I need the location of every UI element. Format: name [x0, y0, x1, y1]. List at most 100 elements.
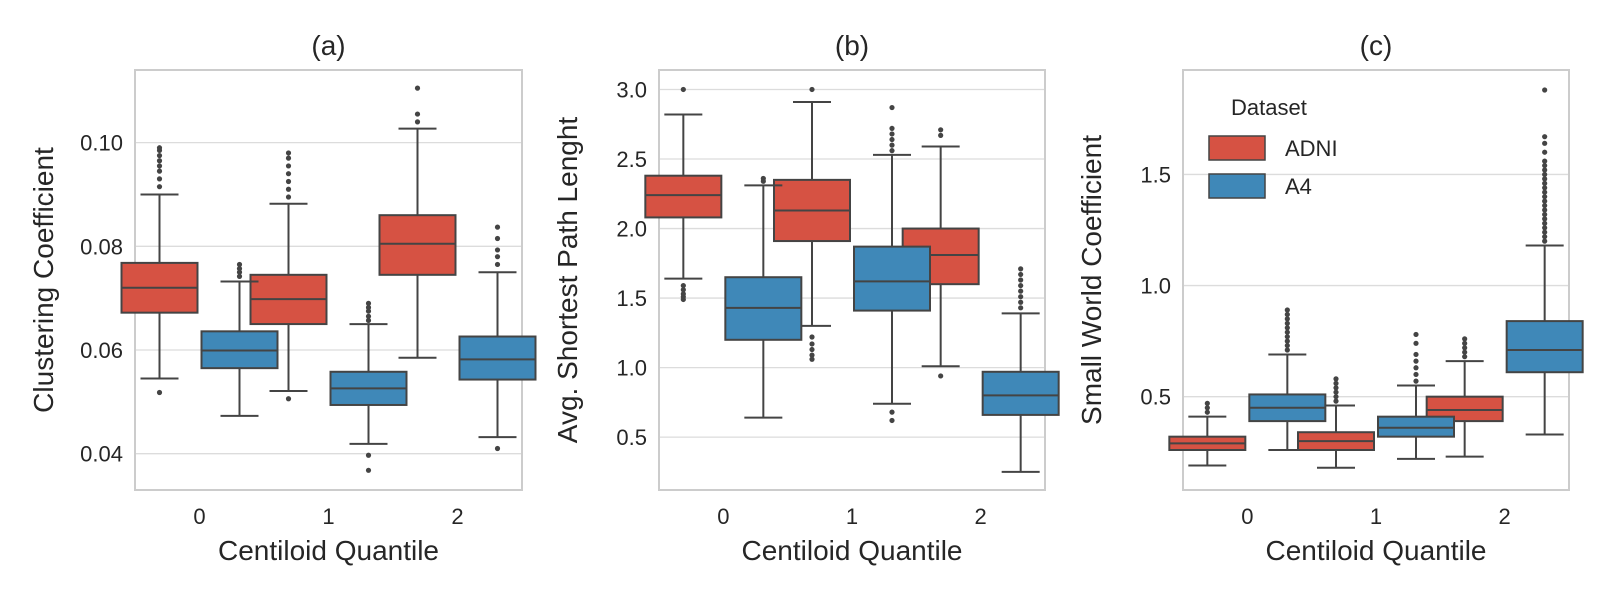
- outlier-point: [1333, 380, 1339, 386]
- outlier-point: [1018, 277, 1024, 283]
- outlier-point: [156, 158, 163, 164]
- outlier-point: [1413, 365, 1419, 371]
- chart-panel-2: 0.5 1.0 1.5 2.0 2.5 3.0 0 1 2 (b) Centiloid Quanti…: [552, 30, 1060, 566]
- outlier-point: [1284, 342, 1290, 349]
- outlier-point: [156, 168, 163, 174]
- outlier-point: [414, 111, 421, 117]
- chart-title: (b): [835, 30, 869, 61]
- outlier-point: [1542, 158, 1548, 164]
- outlier-point: [1413, 340, 1419, 346]
- box-a4-1: [853, 104, 931, 424]
- outlier-point: [1204, 400, 1210, 406]
- y-axis-label: Small World Coefficient: [1076, 135, 1107, 425]
- chart-panel-1: 0.04 0.06 0.08 0.10 0 1 2 (a) Centiloid Quantile…: [28, 30, 537, 566]
- box-adni-1: [1297, 376, 1375, 469]
- x-tick-label: 1: [1370, 504, 1382, 529]
- outlier-point: [365, 452, 372, 458]
- outlier-point: [365, 308, 372, 314]
- box-adni-0: [1168, 400, 1247, 467]
- x-tick-label: 1: [322, 504, 334, 529]
- outlier-point: [760, 175, 766, 182]
- outlier-point: [1413, 358, 1419, 364]
- legend-swatch-a4: [1208, 173, 1266, 199]
- outlier-point: [1413, 371, 1419, 378]
- y-axis-label: Avg. Shortest Path Lenght: [552, 117, 583, 444]
- x-axis-label: Centiloid Quantile: [1265, 535, 1486, 566]
- outlier-point: [1284, 329, 1290, 335]
- outlier-point: [414, 85, 421, 91]
- outlier-point: [1462, 345, 1468, 351]
- outlier-point: [156, 145, 163, 151]
- outlier-point: [1284, 325, 1290, 331]
- box-adni-1: [249, 150, 328, 402]
- box-body: [981, 370, 1060, 416]
- outlier-point: [1333, 394, 1339, 400]
- chart-panel-3: 0.5 1.0 1.5 0 1 2 (c) Centiloid Quantile Small W…: [1076, 30, 1584, 566]
- outlier-point: [1542, 167, 1548, 173]
- legend-label-adni: ADNI: [1285, 136, 1338, 161]
- outlier-point: [494, 235, 501, 242]
- outlier-point: [156, 184, 163, 190]
- outlier-point: [1413, 351, 1419, 358]
- y-tick-label: 0.08: [80, 234, 123, 259]
- outlier-point: [1333, 398, 1339, 404]
- box-body: [853, 245, 931, 312]
- outlier-point: [1542, 140, 1548, 146]
- box-body: [644, 174, 723, 219]
- outlier-point: [938, 132, 944, 138]
- outlier-point: [889, 131, 895, 137]
- x-tick-label: 1: [846, 504, 858, 529]
- outlier-point: [889, 148, 895, 154]
- outlier-point: [1542, 207, 1548, 213]
- outlier-point: [1284, 320, 1290, 326]
- legend-swatch-adni: [1208, 135, 1266, 161]
- outlier-point: [809, 334, 815, 340]
- box-a4-2: [458, 224, 537, 452]
- box-adni-0: [120, 145, 199, 396]
- outlier-point: [1542, 149, 1548, 155]
- outlier-point: [1333, 389, 1339, 395]
- y-tick-label: 0.5: [1140, 385, 1171, 410]
- legend: Dataset ADNI A4: [1208, 95, 1338, 199]
- x-tick-label: 0: [1241, 504, 1253, 529]
- outlier-point: [809, 86, 815, 93]
- outlier-point: [1413, 378, 1419, 384]
- legend-title: Dataset: [1231, 95, 1307, 120]
- outlier-point: [1462, 340, 1468, 346]
- outlier-point: [809, 352, 815, 358]
- outlier-point: [1542, 234, 1548, 240]
- outlier-point: [1462, 354, 1468, 360]
- box-adni-2: [1425, 336, 1504, 458]
- box-a4-1: [329, 300, 408, 473]
- y-tick-label: 1.0: [616, 356, 647, 381]
- outlier-point: [414, 119, 421, 125]
- outlier-point: [285, 163, 292, 169]
- box-a4-2: [981, 266, 1060, 473]
- outlier-point: [1284, 338, 1290, 344]
- y-tick-label: 0.5: [616, 425, 647, 450]
- x-tick-label: 0: [717, 504, 729, 529]
- chart-title: (a): [311, 30, 345, 61]
- outlier-point: [1018, 282, 1024, 289]
- outlier-point: [1462, 336, 1468, 342]
- outlier-point: [1542, 162, 1548, 169]
- outlier-point: [889, 417, 895, 424]
- outlier-point: [889, 136, 895, 143]
- outlier-point: [1542, 189, 1548, 195]
- outlier-point: [285, 186, 292, 192]
- outlier-point: [1018, 294, 1024, 300]
- outlier-point: [365, 467, 372, 473]
- outlier-point: [285, 396, 292, 402]
- y-tick-label: 3.0: [616, 77, 647, 102]
- outlier-point: [680, 291, 686, 297]
- outlier-point: [285, 194, 292, 200]
- outlier-point: [156, 389, 163, 396]
- outlier-point: [889, 104, 895, 111]
- outlier-point: [365, 313, 372, 319]
- outlier-point: [1542, 216, 1548, 222]
- outlier-point: [1018, 266, 1024, 272]
- x-axis-label: Centiloid Quantile: [741, 535, 962, 566]
- plot-frame: [1182, 69, 1570, 491]
- outlier-point: [365, 300, 372, 306]
- outlier-point: [156, 163, 163, 169]
